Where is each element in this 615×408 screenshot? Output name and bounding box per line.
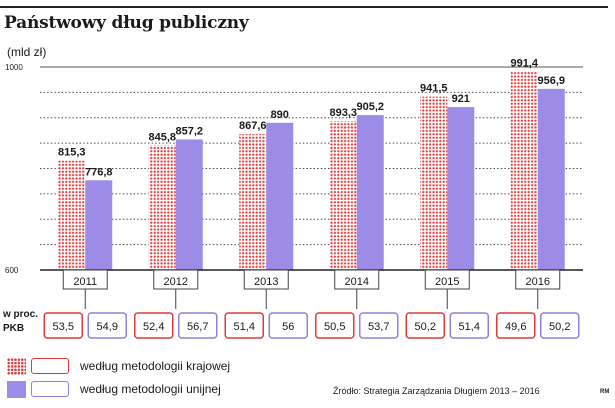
data-label-national: 941,5 bbox=[420, 83, 448, 95]
bar-eu bbox=[266, 122, 294, 270]
source-note: Źródło: Strategia Zarządzania Długiem 20… bbox=[333, 386, 540, 396]
bar-national bbox=[420, 96, 448, 270]
y-tick-label: 600 bbox=[5, 266, 19, 275]
pkb-value-national: 49,6 bbox=[505, 321, 526, 333]
top-rule bbox=[0, 6, 608, 8]
pkb-value-eu: 56 bbox=[282, 321, 294, 333]
x-tick-label: 2014 bbox=[345, 276, 369, 288]
data-label-eu: 890 bbox=[271, 109, 289, 121]
bar-national bbox=[148, 145, 176, 270]
author-credit: RM bbox=[600, 389, 610, 395]
data-label-eu: 776,8 bbox=[85, 166, 113, 178]
pkb-box-eu bbox=[268, 312, 308, 339]
bar-national bbox=[329, 121, 357, 270]
legend-swatch-national bbox=[7, 357, 26, 375]
pkb-value-national: 51,4 bbox=[234, 321, 255, 333]
legend-box-national bbox=[31, 358, 69, 374]
bar-national bbox=[58, 160, 86, 270]
bar-eu bbox=[447, 107, 475, 270]
pkb-value-eu: 56,7 bbox=[187, 321, 208, 333]
pkb-value-national: 50,5 bbox=[324, 321, 345, 333]
pkb-value-eu: 50,2 bbox=[549, 321, 570, 333]
x-tick-label: 2013 bbox=[254, 276, 278, 288]
pkb-label-line-1: w proc. bbox=[2, 309, 38, 320]
pkb-box-national bbox=[43, 312, 83, 339]
pkb-box-eu bbox=[359, 312, 399, 339]
bar-chart: 600 1000 815,3 776,8 845,8 857,2 867,6 890 893,3… bbox=[2, 57, 583, 339]
x-tick-label: 2011 bbox=[73, 276, 97, 288]
bar-eu bbox=[537, 88, 565, 270]
x-tick-label: 2012 bbox=[164, 276, 188, 288]
legend-swatch-eu bbox=[7, 380, 26, 398]
data-label-eu: 905,2 bbox=[356, 101, 384, 113]
pkb-box-national bbox=[224, 312, 264, 339]
data-label-national: 991,4 bbox=[510, 57, 538, 69]
pkb-value-national: 52,4 bbox=[143, 321, 164, 333]
pkb-value-national: 53,5 bbox=[53, 321, 74, 333]
x-tick-label: 2016 bbox=[526, 276, 550, 288]
bar-eu bbox=[356, 115, 384, 271]
pkb-value-eu: 53,7 bbox=[368, 321, 389, 333]
data-label-national: 893,3 bbox=[329, 107, 357, 119]
pkb-label-line-2: PKB bbox=[3, 323, 24, 334]
legend-box-eu bbox=[31, 381, 69, 397]
pkb-value-eu: 54,9 bbox=[97, 321, 118, 333]
page-title: Państwowy dług publiczny bbox=[4, 13, 249, 33]
data-label-national: 845,8 bbox=[148, 131, 176, 143]
legend-item-eu: według metodologii unijnej bbox=[7, 380, 221, 398]
pkb-box-eu bbox=[449, 312, 489, 339]
pkb-value-national: 50,2 bbox=[415, 321, 436, 333]
data-label-eu: 857,2 bbox=[175, 125, 203, 137]
legend-item-national: według metodologii krajowej bbox=[7, 357, 230, 375]
x-tick-label: 2015 bbox=[435, 276, 459, 288]
y-tick-label: 1000 bbox=[5, 63, 23, 72]
pkb-box-national bbox=[496, 312, 536, 339]
bar-national bbox=[239, 134, 267, 270]
data-label-eu: 921 bbox=[452, 93, 470, 105]
pkb-box-eu bbox=[178, 312, 218, 339]
data-label-national: 867,6 bbox=[239, 120, 267, 132]
pkb-box-eu bbox=[540, 312, 580, 339]
pkb-box-national bbox=[134, 312, 174, 339]
pkb-box-national bbox=[315, 312, 355, 339]
legend-label-eu: według metodologii unijnej bbox=[80, 382, 221, 396]
pkb-box-national bbox=[405, 312, 445, 339]
unit-label: (mld zł) bbox=[7, 45, 47, 59]
bar-national bbox=[510, 71, 538, 270]
pkb-box-eu bbox=[87, 312, 127, 339]
pkb-value-eu: 51,4 bbox=[459, 321, 480, 333]
bar-eu bbox=[175, 139, 203, 270]
data-label-national: 815,3 bbox=[58, 147, 86, 159]
data-label-eu: 956,9 bbox=[537, 75, 565, 87]
legend-label-national: według metodologii krajowej bbox=[80, 359, 231, 373]
bar-eu bbox=[85, 180, 113, 270]
